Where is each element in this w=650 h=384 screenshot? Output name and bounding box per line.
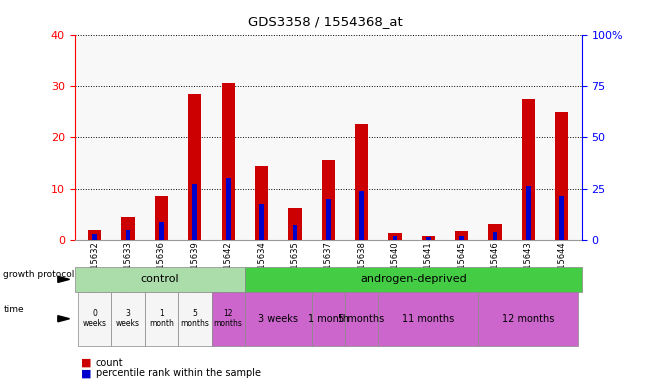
Bar (126, 230, 131, 240)
Bar (326, 199, 331, 240)
Text: androgen-deprived: androgen-deprived (360, 274, 467, 285)
Text: count: count (96, 358, 124, 368)
Bar (359, 191, 364, 240)
Bar (159, 222, 164, 240)
Text: 12 months: 12 months (502, 314, 554, 324)
Text: 5 months: 5 months (339, 314, 385, 324)
Bar (560, 196, 564, 240)
Bar (255, 166, 268, 240)
Text: growth protocol: growth protocol (3, 270, 75, 279)
Text: time: time (3, 305, 24, 314)
Bar (422, 237, 435, 240)
Bar (388, 233, 402, 240)
Text: ■: ■ (81, 358, 92, 368)
Bar (493, 232, 497, 240)
Text: 0
weeks: 0 weeks (83, 309, 107, 328)
Text: 3
weeks: 3 weeks (116, 309, 140, 328)
Bar (92, 234, 97, 240)
Text: 3 weeks: 3 weeks (258, 314, 298, 324)
Bar (460, 237, 464, 240)
Text: 11 months: 11 months (402, 314, 454, 324)
Text: ■: ■ (81, 368, 92, 378)
Bar (355, 124, 369, 240)
Text: GDS3358 / 1554368_at: GDS3358 / 1554368_at (248, 15, 402, 28)
Bar (122, 217, 135, 240)
Bar (292, 225, 297, 240)
Bar (426, 237, 431, 240)
Bar (192, 184, 197, 240)
Bar (155, 196, 168, 240)
Text: percentile rank within the sample: percentile rank within the sample (96, 368, 261, 378)
Bar (555, 112, 568, 240)
Bar (488, 223, 502, 240)
Text: 12
months: 12 months (214, 309, 242, 328)
Bar (88, 230, 101, 240)
Text: 5
months: 5 months (181, 309, 209, 328)
Bar (222, 83, 235, 240)
Bar (526, 186, 530, 240)
Text: control: control (140, 274, 179, 285)
Bar (322, 161, 335, 240)
Bar (522, 99, 535, 240)
Bar (188, 94, 202, 240)
Bar (288, 208, 302, 240)
Bar (455, 231, 469, 240)
Bar (393, 236, 397, 240)
Bar (259, 204, 264, 240)
Text: 1
month: 1 month (149, 309, 174, 328)
Bar (226, 178, 231, 240)
Text: 1 month: 1 month (307, 314, 349, 324)
